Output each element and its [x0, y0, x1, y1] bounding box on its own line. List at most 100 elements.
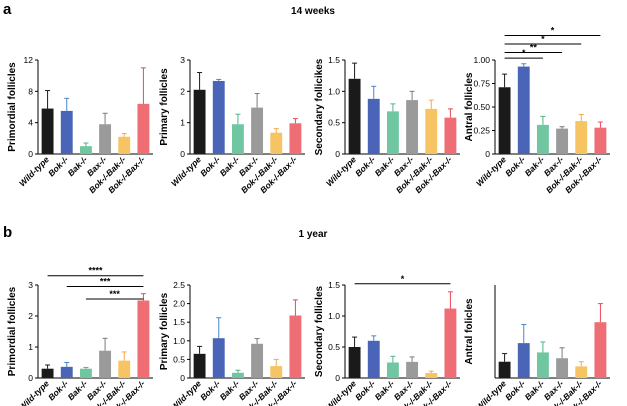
bar-bok-bak [270, 132, 283, 154]
bar-wild-type [41, 368, 54, 378]
bar-bax [556, 128, 569, 154]
y-axis-label: Primary follicles [159, 68, 170, 146]
x-tick-label: Bak-/- [66, 378, 90, 402]
bar-bax [251, 343, 264, 378]
y-axis-label: Primordial follicles [7, 62, 18, 152]
row-title-14-weeks: 14 weeks [291, 6, 335, 17]
x-tick-label: Bok-/- [198, 378, 222, 402]
bar-bax [251, 107, 264, 154]
y-tick-label: 1.5 [328, 280, 340, 290]
bar-bak [231, 124, 244, 154]
x-tick-label: Bok-/- [503, 154, 527, 178]
y-tick-label: 0 [180, 149, 185, 159]
y-tick-label: 0.25 [473, 126, 490, 136]
x-tick-label: Wild-type [169, 378, 203, 406]
x-tick-label: Bok-/- [46, 378, 70, 402]
bar-wild-type [41, 108, 54, 154]
y-tick-label: 0 [335, 373, 340, 383]
y-tick-label: 12 [24, 55, 34, 65]
y-tick-label: 2 [28, 311, 33, 321]
bar-bok-bak [425, 108, 438, 154]
y-tick-label: 1.0 [328, 86, 340, 96]
y-tick-label: 1.5 [328, 55, 340, 65]
x-tick-label: Bak-/- [218, 378, 242, 402]
bar-bax [99, 350, 112, 378]
y-axis-label: Primordial follicles [7, 286, 18, 376]
x-tick-label: Wild-type [474, 378, 508, 406]
bar-bak [536, 352, 549, 378]
y-tick-label: 1.5 [173, 317, 185, 327]
bar-bok-bax [444, 117, 457, 154]
bar-bok [517, 343, 530, 378]
bar-bok-bak [575, 366, 588, 378]
bar-bax [99, 124, 112, 154]
bar-wild-type [498, 87, 511, 154]
x-tick-label: Bok-/- [198, 154, 222, 178]
y-axis-label: Antral folicles [464, 298, 475, 365]
x-tick-label: Bak-/- [373, 154, 397, 178]
y-tick-label: 8 [28, 86, 33, 96]
y-tick-label: 1.0 [328, 311, 340, 321]
bar-bok [60, 366, 73, 378]
y-tick-label: 3 [28, 280, 33, 290]
y-tick-label: 0.5 [328, 118, 340, 128]
panel-letter-b: b [3, 224, 12, 241]
y-tick-label: 2.0 [173, 299, 185, 309]
y-tick-label: 2 [180, 86, 185, 96]
x-tick-label: Bak-/- [523, 154, 547, 178]
bar-bok-bak [118, 360, 131, 378]
bar-bax [406, 100, 419, 154]
y-tick-label: 0.50 [473, 102, 490, 112]
bar-bok-bak [118, 136, 131, 154]
y-tick-label: 0.5 [328, 342, 340, 352]
y-tick-label: 0 [28, 149, 33, 159]
x-tick-label: Bok-/- [353, 154, 377, 178]
chart-4: 0 1 2 3 Primordial follicles Wild-typeBok-/-B… [7, 266, 153, 406]
bar-bok [212, 338, 225, 378]
bar-bok [367, 340, 380, 378]
row-title-1-year: 1 year [299, 229, 328, 240]
bar-bok [367, 98, 380, 154]
y-tick-label: 1.0 [173, 336, 185, 346]
y-tick-label: 1.00 [473, 55, 490, 65]
bar-wild-type [498, 361, 511, 378]
bar-bok-bax [137, 103, 150, 154]
bar-bax [406, 361, 419, 378]
significance-label: **** [88, 266, 103, 276]
bar-bok-bak [270, 366, 283, 378]
panel-letter-a: a [3, 1, 12, 18]
significance-label: ** [530, 42, 538, 52]
significance-label: *** [100, 277, 111, 287]
y-tick-label: 4 [28, 118, 33, 128]
y-axis-label: Antral follicles [464, 72, 475, 141]
x-tick-label: Bak-/- [373, 378, 397, 402]
x-tick-label: Bak-/- [218, 154, 242, 178]
x-tick-label: Wild-type [17, 378, 51, 406]
y-tick-label: 0 [485, 149, 490, 159]
y-axis-label: Secondary follicikes [314, 58, 325, 155]
bar-bak [79, 146, 92, 154]
bar-bak [79, 368, 92, 378]
bar-bak [386, 111, 399, 154]
bar-bok-bax [289, 123, 302, 154]
y-tick-label: 0 [335, 149, 340, 159]
y-tick-label: 1 [28, 342, 33, 352]
x-tick-label: Bok-/- [46, 154, 70, 178]
bar-wild-type [348, 78, 361, 154]
bar-bak [231, 372, 244, 378]
x-tick-label: Bak-/- [523, 378, 547, 402]
bar-wild-type [348, 347, 361, 378]
bar-bak [536, 124, 549, 154]
y-tick-label: 3 [180, 55, 185, 65]
x-tick-label: Bok-/- [503, 378, 527, 402]
bar-bok-bax [137, 300, 150, 378]
significance-label: * [541, 34, 545, 44]
